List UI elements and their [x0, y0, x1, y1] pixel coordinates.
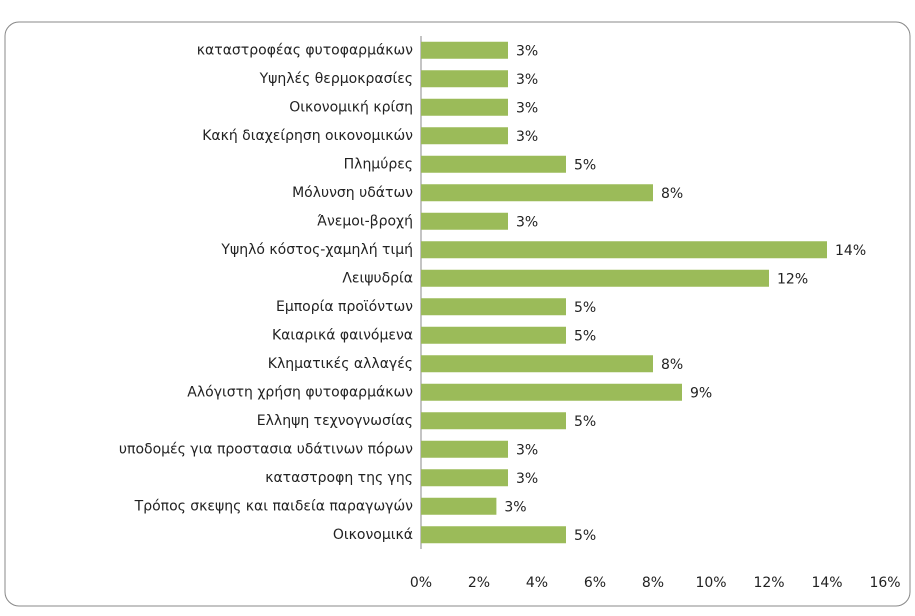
y-tick-label: Τρόπος σκεψης και παιδεία παραγωγών [134, 498, 414, 514]
y-tick-label: Εμπορία προϊόντων [276, 299, 413, 315]
bar [421, 383, 682, 401]
y-tick-label: Κακή διαχείρηση οικονομικών [202, 128, 413, 144]
data-label: 5% [574, 157, 596, 173]
data-label: 5% [574, 414, 596, 430]
y-tick-label: Καιαρικά φαινόμενα [272, 327, 413, 343]
data-label: 3% [516, 214, 538, 230]
y-tick-label: Άνεμοι-βροχή [317, 213, 413, 229]
bar [421, 497, 497, 515]
data-label: 3% [516, 43, 538, 59]
data-label: 3% [504, 499, 526, 515]
x-tick-label: 2% [468, 575, 490, 591]
bar [421, 70, 508, 88]
bar [421, 326, 566, 344]
data-label: 8% [661, 186, 683, 202]
x-tick-label: 14% [811, 575, 842, 591]
data-label: 8% [661, 357, 683, 373]
y-tick-label: Λειψυδρία [342, 270, 413, 286]
x-tick-label: 4% [526, 575, 548, 591]
bar [421, 355, 653, 373]
y-tick-label: Ελληψη τεχνογνωσίας [257, 413, 413, 429]
bar [421, 155, 566, 173]
y-tick-label: καταστροφη της γης [265, 470, 413, 486]
x-tick-label: 10% [695, 575, 726, 591]
data-label: 3% [516, 471, 538, 487]
data-label: 5% [574, 528, 596, 544]
y-tick-label: Αλόγιστη χρήση φυτοφαρμάκων [187, 384, 413, 400]
data-label: 14% [835, 243, 866, 259]
bar [421, 526, 566, 544]
bar [421, 98, 508, 116]
data-label: 5% [574, 300, 596, 316]
bar [421, 269, 769, 287]
bar [421, 440, 508, 458]
data-label: 9% [690, 385, 712, 401]
y-tick-label: Μόλυνση υδάτων [292, 185, 413, 201]
y-tick-label: Υψηλό κόστος-χαμηλή τιμή [220, 242, 413, 258]
bar [421, 41, 508, 59]
y-tick-label: Οικονομικά [333, 527, 413, 543]
data-label: 5% [574, 328, 596, 344]
bar [421, 241, 827, 259]
bar [421, 184, 653, 202]
bar [421, 212, 508, 230]
y-tick-label: υποδομές για προστασια υδάτινων πόρων [119, 441, 413, 457]
bar [421, 298, 566, 316]
y-tick-label: Υψηλές θερμοκρασίες [259, 71, 413, 87]
data-label: 12% [777, 271, 808, 287]
x-tick-label: 6% [584, 575, 606, 591]
data-label: 3% [516, 100, 538, 116]
y-tick-label: Πλημύρες [344, 156, 413, 172]
bar [421, 469, 508, 487]
y-tick-label: Κληματικές αλλαγές [268, 356, 413, 372]
x-tick-label: 16% [869, 575, 900, 591]
x-tick-label: 0% [410, 575, 432, 591]
data-label: 3% [516, 442, 538, 458]
bar [421, 127, 508, 145]
data-label: 3% [516, 129, 538, 145]
data-label: 3% [516, 72, 538, 88]
y-tick-label: καταστροφέας φυτοφαρμάκων [197, 42, 413, 58]
x-tick-label: 12% [753, 575, 784, 591]
y-tick-label: Οικονομική κρίση [289, 99, 413, 115]
bar [421, 412, 566, 430]
x-tick-label: 8% [642, 575, 664, 591]
